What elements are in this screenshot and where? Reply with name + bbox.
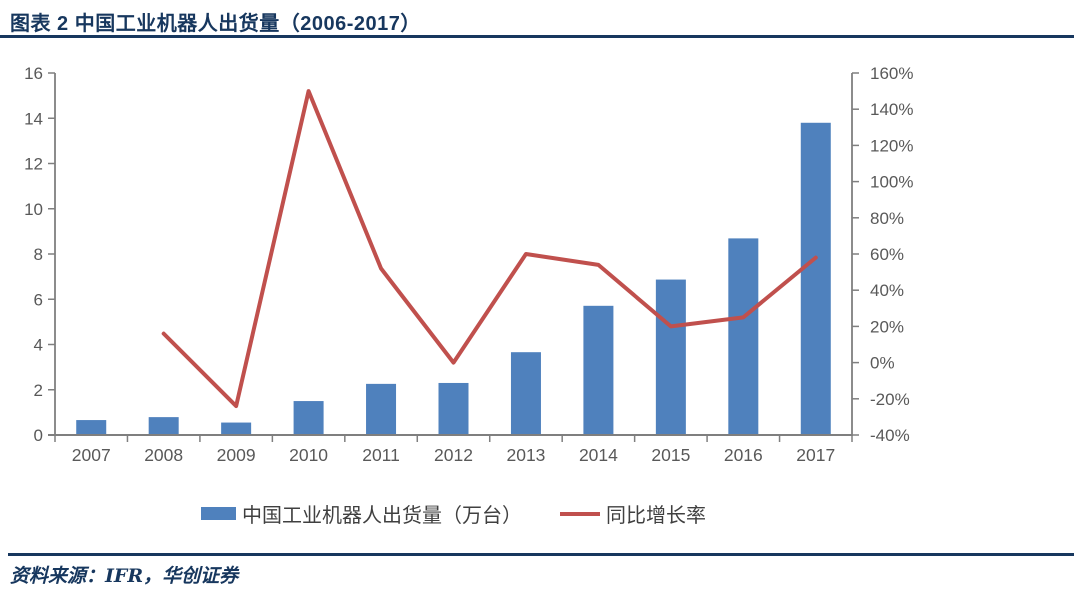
x-axis-year-label: 2017 bbox=[796, 445, 835, 465]
footer-rule bbox=[8, 553, 1074, 556]
bar-series-label: 中国工业机器人出货量（万台） bbox=[242, 505, 522, 527]
x-axis-year-label: 2007 bbox=[72, 445, 111, 465]
legend-item-growth: 同比增长率 bbox=[560, 499, 706, 528]
combo-chart-canvas: 0 2 4 6 8 10 12 14 16 -40% -20% 0% 20% 40% 60% 80% 100% 1… bbox=[24, 64, 913, 465]
bar-2015 bbox=[655, 279, 686, 435]
bar-2013 bbox=[510, 352, 541, 435]
bar-series-swatch bbox=[201, 507, 236, 520]
x-axis-year-label: 2009 bbox=[217, 445, 256, 465]
right-axis-tick-label: 120% bbox=[870, 136, 913, 155]
bar-2012 bbox=[438, 382, 469, 435]
x-axis-year-label: 2010 bbox=[289, 445, 328, 465]
bar-2016 bbox=[728, 238, 759, 435]
left-axis-tick-label: 10 bbox=[24, 200, 43, 219]
left-axis-tick-label: 4 bbox=[34, 336, 43, 355]
bar-2010 bbox=[293, 401, 324, 435]
x-axis-year-label: 2012 bbox=[434, 445, 473, 465]
x-axis-year-label: 2013 bbox=[506, 445, 545, 465]
line-series-label: 同比增长率 bbox=[606, 505, 706, 527]
left-axis-tick-label: 6 bbox=[34, 290, 43, 309]
bar-2014 bbox=[583, 305, 614, 435]
chart-legend: 中国工业机器人出货量（万台） 同比增长率 bbox=[55, 499, 852, 528]
line-series-swatch bbox=[560, 511, 600, 516]
legend-item-shipments: 中国工业机器人出货量（万台） bbox=[201, 499, 522, 528]
left-axis-tick-label: 14 bbox=[24, 109, 43, 128]
bar-2017 bbox=[800, 122, 831, 436]
right-axis-tick-label: 40% bbox=[870, 281, 904, 300]
right-axis-tick-label: 60% bbox=[870, 245, 904, 264]
left-axis-tick-label: 8 bbox=[34, 245, 43, 264]
figure-title: 图表 2 中国工业机器人出货量（2006-2017） bbox=[10, 13, 421, 35]
bar-2008 bbox=[148, 417, 179, 435]
left-axis-tick-label: 16 bbox=[24, 64, 43, 83]
x-axis-year-label: 2008 bbox=[144, 445, 183, 465]
x-axis-year-label: 2014 bbox=[579, 445, 618, 465]
title-underline bbox=[0, 35, 1074, 38]
bar-2011 bbox=[366, 383, 397, 435]
right-axis-tick-label: 80% bbox=[870, 209, 904, 228]
right-axis-tick-label: 140% bbox=[870, 100, 913, 119]
right-axis-tick-label: 20% bbox=[870, 317, 904, 336]
bar-2007 bbox=[76, 420, 107, 435]
x-axis-year-label: 2016 bbox=[724, 445, 763, 465]
right-axis-tick-label: -40% bbox=[870, 426, 910, 445]
source-note: 资料来源：IFR，华创证券 bbox=[10, 565, 239, 587]
left-axis-tick-label: 2 bbox=[34, 381, 43, 400]
x-axis-year-label: 2015 bbox=[651, 445, 690, 465]
growth-line bbox=[161, 89, 818, 409]
right-axis-tick-label: 0% bbox=[870, 354, 895, 373]
left-axis-tick-label: 12 bbox=[24, 155, 43, 174]
right-axis-tick-label: 160% bbox=[870, 64, 913, 83]
right-axis-tick-label: -20% bbox=[870, 390, 910, 409]
bar-2009 bbox=[221, 422, 252, 435]
left-axis-tick-label: 0 bbox=[34, 426, 43, 445]
right-axis-tick-label: 100% bbox=[870, 173, 913, 192]
x-axis-year-label: 2011 bbox=[362, 445, 400, 465]
